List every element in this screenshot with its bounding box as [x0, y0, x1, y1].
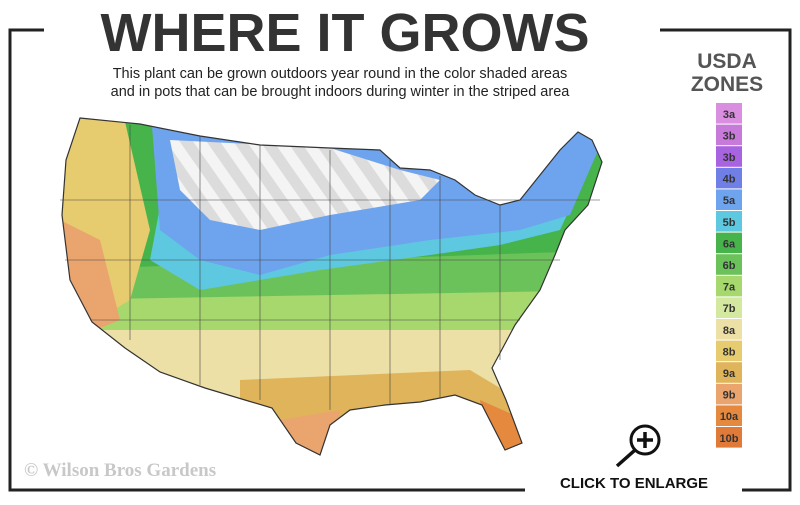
legend-swatch — [716, 103, 742, 124]
legend-swatch — [716, 146, 742, 167]
legend-swatch — [716, 275, 742, 297]
legend-swatch — [716, 211, 742, 232]
legend-swatch — [716, 319, 742, 340]
legend: 3a 3b 3b 4b 5a 5b 6a 6b 7a 7b 8a 8b 9a 9b 10a 10b — [716, 103, 742, 448]
state-borders — [60, 125, 600, 410]
legend-swatch — [716, 383, 742, 405]
legend-swatch — [716, 297, 742, 318]
map-outline — [61, 117, 603, 456]
legend-label: 7b — [723, 303, 736, 315]
legend-label: 10a — [720, 411, 739, 423]
enlarge-button[interactable]: CLICK TO ENLARGE — [560, 424, 708, 492]
legend-swatch — [716, 189, 742, 210]
magnifier-handle — [615, 432, 653, 468]
legend-label: 5a — [723, 195, 736, 207]
title: WHERE IT GROWS — [101, 3, 590, 63]
legend-label: 9a — [723, 368, 736, 380]
legend-swatch — [716, 254, 742, 275]
enlarge-label[interactable]: CLICK TO ENLARGE — [560, 475, 708, 492]
legend-swatch — [716, 427, 742, 448]
legend-label: 3b — [723, 130, 736, 142]
legend-label: 6b — [723, 260, 736, 272]
legend-label: 3b — [723, 152, 736, 164]
legend-label: 4b — [723, 174, 736, 186]
legend-label: 3a — [723, 109, 736, 121]
legend-label: 9b — [723, 390, 736, 402]
legend-label: 6a — [723, 238, 736, 250]
legend-label: 8b — [723, 346, 736, 358]
legend-swatch — [716, 362, 742, 383]
legend-label: 7a — [723, 282, 736, 294]
legend-swatch — [716, 167, 742, 189]
legend-swatch — [716, 232, 742, 254]
legend-swatch — [716, 405, 742, 426]
legend-label: 5b — [723, 217, 736, 229]
subtitle: This plant can be grown outdoors year ro… — [113, 66, 568, 82]
magnifier-icon — [629, 424, 661, 456]
legend-swatch — [716, 340, 742, 362]
legend-title: ZONES — [691, 73, 763, 96]
legend-label: 10b — [720, 433, 739, 445]
subtitle: and in pots that can be brought indoors … — [111, 84, 571, 100]
legend-title: USDA — [697, 50, 757, 73]
zone-map — [62, 118, 602, 455]
legend-swatch — [716, 124, 742, 146]
copyright: © Wilson Bros Gardens — [24, 460, 216, 481]
legend-label: 8a — [723, 325, 736, 337]
frame — [8, 28, 792, 492]
